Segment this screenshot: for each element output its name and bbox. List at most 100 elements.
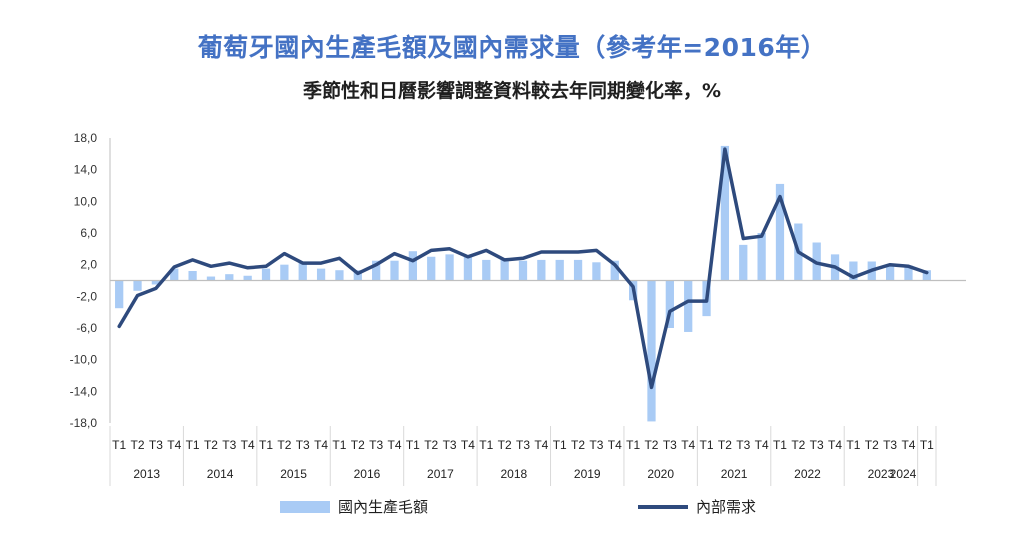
legend-label-gdp: 國內生產毛額 bbox=[338, 498, 429, 516]
gdp-bar bbox=[647, 280, 656, 422]
legend-swatch-demand bbox=[638, 504, 688, 509]
gdp-bar bbox=[408, 251, 417, 281]
x-quarter-label: T4 bbox=[388, 438, 402, 452]
x-quarter-label: T4 bbox=[755, 438, 769, 452]
gdp-bar bbox=[500, 258, 509, 281]
legend: 國內生產毛額 內部需求 bbox=[0, 496, 1024, 520]
x-year-label: 2022 bbox=[794, 467, 821, 481]
x-quarter-label: T3 bbox=[810, 438, 824, 452]
x-quarter-label: T3 bbox=[369, 438, 383, 452]
x-quarter-label: T3 bbox=[589, 438, 603, 452]
gdp-bar bbox=[427, 256, 436, 281]
gdp-bar bbox=[353, 270, 362, 281]
gdp-bar bbox=[665, 280, 674, 328]
x-year-label: 2015 bbox=[280, 467, 307, 481]
x-quarter-label: T4 bbox=[167, 438, 181, 452]
x-quarter-label: T4 bbox=[241, 438, 255, 452]
x-quarter-label: T2 bbox=[791, 438, 805, 452]
y-tick-label: -6,0 bbox=[76, 321, 97, 335]
y-tick-label: 10,0 bbox=[74, 194, 98, 208]
y-tick-label: 2,0 bbox=[80, 258, 97, 272]
gdp-bar bbox=[463, 256, 473, 281]
x-quarter-label: T2 bbox=[498, 438, 512, 452]
x-quarter-label: T3 bbox=[663, 438, 677, 452]
gdp-bar bbox=[170, 268, 179, 281]
x-year-label: 2014 bbox=[207, 467, 234, 481]
x-quarter-label: T2 bbox=[718, 438, 732, 452]
gdp-bar bbox=[298, 263, 307, 281]
x-quarter-label: T1 bbox=[773, 438, 787, 452]
gdp-bar bbox=[390, 260, 399, 281]
y-tick-label: -10,0 bbox=[70, 353, 98, 367]
x-quarter-label: T4 bbox=[314, 438, 328, 452]
x-quarter-label: T3 bbox=[443, 438, 457, 452]
gdp-bar bbox=[206, 276, 216, 281]
y-tick-label: 6,0 bbox=[80, 226, 97, 240]
x-quarter-label: T1 bbox=[332, 438, 346, 452]
x-quarter-label: T4 bbox=[534, 438, 548, 452]
x-quarter-label: T2 bbox=[644, 438, 658, 452]
gdp-bar bbox=[922, 270, 931, 281]
x-quarter-label: T2 bbox=[131, 438, 145, 452]
x-quarter-label: T3 bbox=[149, 438, 163, 452]
y-tick-label: 14,0 bbox=[74, 163, 98, 177]
gdp-bar bbox=[610, 260, 619, 281]
gdp-bar bbox=[555, 259, 564, 281]
gdp-bar bbox=[280, 264, 289, 281]
x-quarter-label: T1 bbox=[479, 438, 493, 452]
x-quarter-label: T1 bbox=[186, 438, 200, 452]
x-year-label: 2020 bbox=[647, 467, 674, 481]
legend-label-demand: 內部需求 bbox=[696, 498, 757, 516]
gdp-bar bbox=[335, 270, 344, 281]
x-year-label: 2023 bbox=[868, 467, 895, 481]
y-tick-label: -14,0 bbox=[70, 384, 98, 398]
gdp-bar bbox=[188, 271, 197, 281]
x-year-label: 2021 bbox=[721, 467, 748, 481]
y-tick-label: -2,0 bbox=[76, 289, 97, 303]
gdp-bar bbox=[316, 268, 326, 281]
demand-line bbox=[117, 147, 929, 390]
gdp-bar bbox=[904, 265, 913, 281]
x-quarter-label: T3 bbox=[736, 438, 750, 452]
x-quarter-label: T1 bbox=[920, 438, 934, 452]
gdp-bar bbox=[518, 260, 528, 281]
x-quarter-label: T1 bbox=[846, 438, 860, 452]
gdp-bar bbox=[537, 259, 546, 281]
x-quarter-label: T3 bbox=[516, 438, 530, 452]
chart-title: 葡萄牙國內生產毛額及國內需求量（參考年=2016年） bbox=[197, 33, 827, 62]
chart-canvas: 18,0 14,0 10,0 6,0 2,0 -2,0 -6,0 -10,0 -14,0 -18,… bbox=[70, 131, 966, 486]
x-quarter-label: T3 bbox=[883, 438, 897, 452]
x-quarter-label: T2 bbox=[865, 438, 879, 452]
legend-swatch-gdp bbox=[280, 500, 330, 513]
x-quarter-label: T2 bbox=[424, 438, 438, 452]
gdp-bar bbox=[592, 262, 601, 281]
x-year-label: 2017 bbox=[427, 467, 454, 481]
gdp-bar bbox=[482, 259, 491, 281]
chart-subtitle: 季節性和日曆影響調整資料較去年同期變化率，% bbox=[302, 80, 722, 102]
gdp-bar bbox=[115, 280, 124, 309]
gdp-bar bbox=[445, 254, 454, 281]
x-year-label: 2016 bbox=[354, 467, 381, 481]
x-year-label: 2024 bbox=[890, 467, 917, 481]
gdp-bar bbox=[573, 259, 583, 281]
gdp-bar bbox=[261, 268, 271, 281]
gdp-bar bbox=[849, 261, 858, 281]
x-quarter-label: T2 bbox=[277, 438, 291, 452]
x-quarter-label: T3 bbox=[222, 438, 236, 452]
x-quarter-label: T1 bbox=[700, 438, 714, 452]
x-quarter-label: T4 bbox=[901, 438, 915, 452]
legend-item-demand: 內部需求 bbox=[638, 496, 756, 517]
x-quarter-label: T4 bbox=[828, 438, 842, 452]
x-quarter-label: T1 bbox=[112, 438, 126, 452]
x-quarter-label: T3 bbox=[296, 438, 310, 452]
x-quarter-label: T2 bbox=[571, 438, 585, 452]
x-year-label: 2019 bbox=[574, 467, 601, 481]
gdp-bar bbox=[720, 145, 730, 281]
gdp-bar bbox=[151, 280, 161, 285]
x-year-label: 2018 bbox=[500, 467, 527, 481]
x-quarter-label: T1 bbox=[626, 438, 640, 452]
gdp-bar bbox=[684, 280, 693, 332]
y-tick-label: -18,0 bbox=[70, 416, 98, 430]
x-quarter-label: T1 bbox=[259, 438, 273, 452]
gdp-bar bbox=[775, 183, 785, 281]
